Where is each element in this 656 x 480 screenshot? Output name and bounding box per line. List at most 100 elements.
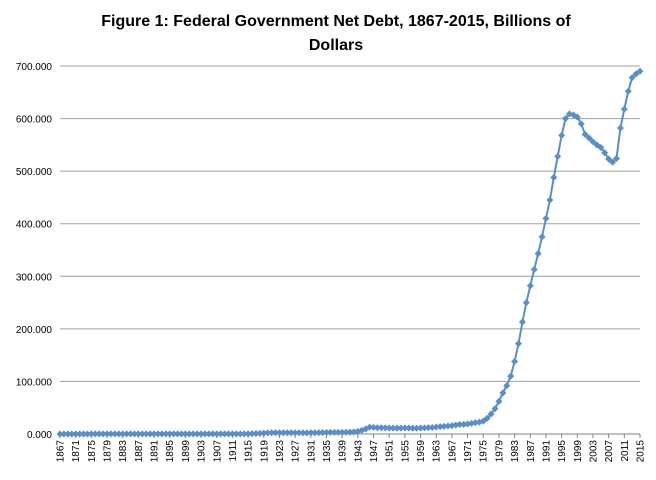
data-marker: [338, 428, 346, 436]
data-marker: [585, 134, 593, 142]
data-marker: [138, 430, 146, 438]
data-marker: [127, 430, 135, 438]
x-tick-label: 2011: [620, 440, 631, 462]
x-tick-label: 2015: [636, 440, 647, 463]
data-marker: [511, 357, 519, 365]
x-tick-label: 1871: [71, 440, 82, 463]
data-marker: [491, 405, 499, 413]
data-marker: [260, 429, 268, 437]
data-marker: [526, 282, 534, 290]
data-marker: [377, 424, 385, 432]
data-marker: [142, 430, 150, 438]
data-marker: [307, 429, 315, 437]
data-marker: [60, 430, 68, 438]
x-tick-label: 1919: [259, 440, 270, 463]
data-marker: [146, 430, 154, 438]
data-marker: [80, 430, 88, 438]
x-tick-label: 1891: [150, 440, 161, 463]
chart-title: Figure 1: Federal Government Net Debt, 1…: [101, 13, 571, 54]
data-marker: [170, 430, 178, 438]
data-marker: [342, 428, 350, 436]
data-marker: [366, 423, 374, 431]
y-tick-label: 600.000: [16, 115, 53, 126]
data-marker: [119, 430, 127, 438]
data-marker: [573, 113, 581, 121]
data-marker: [217, 430, 225, 438]
data-marker: [550, 173, 558, 181]
data-marker: [319, 429, 327, 437]
data-marker: [397, 424, 405, 432]
data-marker: [373, 424, 381, 432]
data-marker: [115, 430, 123, 438]
data-marker: [107, 430, 115, 438]
data-marker: [440, 422, 448, 430]
data-marker: [389, 424, 397, 432]
data-marker: [189, 430, 197, 438]
y-tick-label: 300.000: [16, 272, 53, 283]
x-tick-label: 1875: [87, 440, 98, 463]
x-tick-label: 1995: [557, 440, 568, 463]
data-marker: [460, 420, 468, 428]
data-marker: [581, 130, 589, 138]
data-marker: [177, 430, 185, 438]
data-marker: [330, 428, 338, 436]
x-tick-label: 1983: [510, 440, 521, 463]
data-marker: [87, 430, 95, 438]
data-marker: [205, 430, 213, 438]
data-marker: [487, 410, 495, 418]
y-tick-label: 0.000: [27, 430, 52, 441]
x-tick-label: 1883: [118, 440, 129, 463]
data-marker: [134, 430, 142, 438]
x-tick-label: 1939: [338, 440, 349, 463]
data-marker: [256, 429, 264, 437]
data-marker: [287, 429, 295, 437]
data-marker: [503, 382, 511, 390]
data-marker: [185, 430, 193, 438]
data-marker: [291, 429, 299, 437]
data-marker: [436, 423, 444, 431]
data-marker: [130, 430, 138, 438]
data-marker: [420, 424, 428, 432]
data-marker: [303, 429, 311, 437]
x-tick-label: 1923: [275, 440, 286, 463]
data-marker: [99, 430, 107, 438]
data-marker: [83, 430, 91, 438]
x-tick-label: 1947: [369, 440, 380, 463]
x-tick-label: 1979: [494, 440, 505, 463]
data-marker: [201, 430, 209, 438]
data-marker: [154, 430, 162, 438]
data-marker: [174, 430, 182, 438]
y-tick-label: 100.000: [16, 377, 53, 388]
y-tick-label: 500.000: [16, 167, 53, 178]
data-marker: [616, 124, 624, 132]
data-marker: [409, 424, 417, 432]
data-marker: [228, 430, 236, 438]
x-tick-label: 1903: [197, 440, 208, 463]
data-marker: [68, 430, 76, 438]
data-marker: [405, 424, 413, 432]
data-marker: [417, 424, 425, 432]
data-marker: [346, 428, 354, 436]
data-marker: [554, 152, 562, 160]
data-marker: [295, 429, 303, 437]
data-marker: [424, 424, 432, 432]
data-marker: [111, 430, 119, 438]
data-marker: [401, 424, 409, 432]
data-marker: [322, 429, 330, 437]
x-tick-label: 1955: [400, 440, 411, 463]
data-marker: [495, 397, 503, 405]
data-marker: [225, 430, 233, 438]
data-marker: [628, 74, 636, 82]
data-marker: [601, 149, 609, 157]
data-marker: [248, 430, 256, 438]
data-marker: [76, 430, 84, 438]
data-marker: [197, 430, 205, 438]
data-marker: [103, 430, 111, 438]
x-tick-label: 1963: [432, 440, 443, 463]
data-marker: [166, 430, 174, 438]
x-tick-label: 1887: [134, 440, 145, 463]
x-tick-label: 2003: [588, 440, 599, 463]
data-marker: [538, 233, 546, 241]
data-marker: [558, 131, 566, 139]
